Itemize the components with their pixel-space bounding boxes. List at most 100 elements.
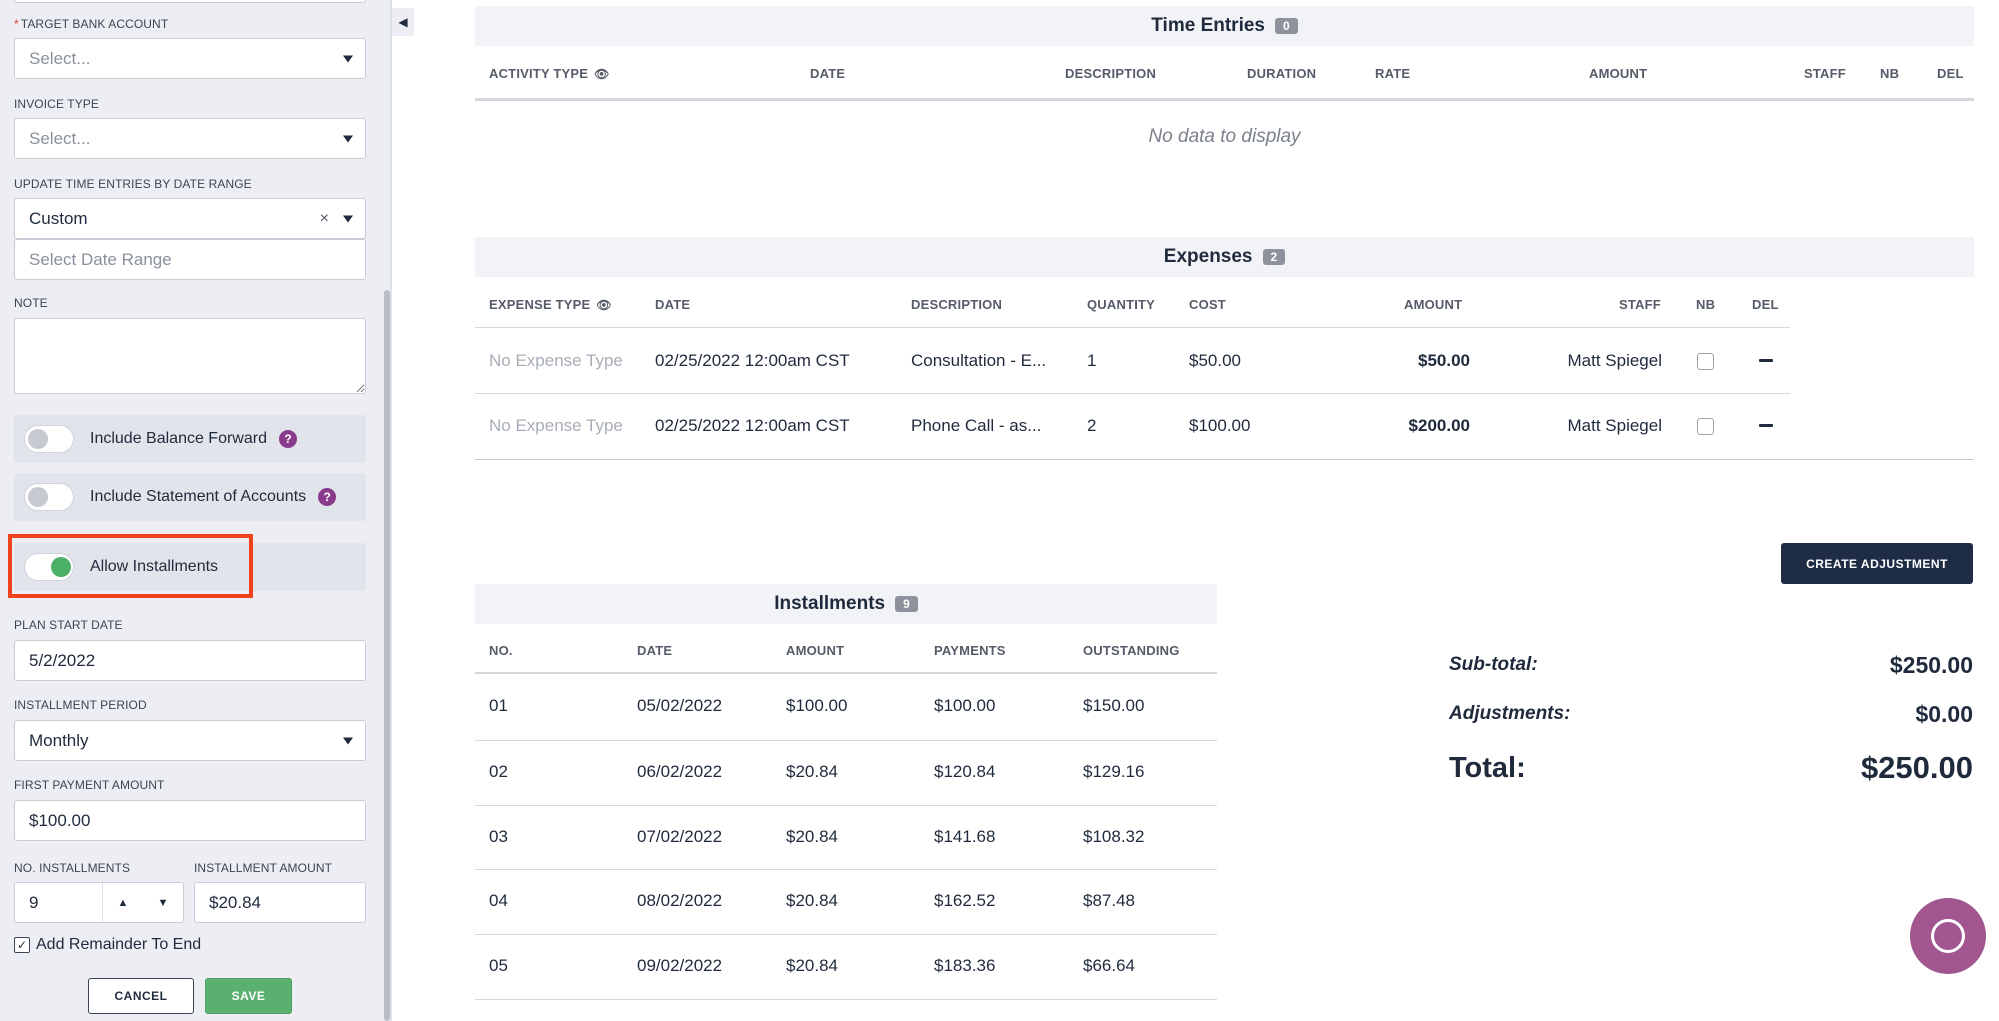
divider <box>475 999 1217 1000</box>
divider <box>475 98 1974 101</box>
installment-outstanding: $87.48 <box>1083 891 1135 910</box>
target-bank-account-select[interactable]: Select... <box>14 38 366 79</box>
plan-start-date-value: 5/2/2022 <box>29 650 96 670</box>
installment-date: 07/02/2022 <box>637 827 723 846</box>
save-button[interactable]: SAVE <box>205 978 292 1014</box>
time-entries-col-description[interactable]: DESCRIPTION <box>1065 66 1157 81</box>
expense-quantity: 1 <box>1087 351 1097 370</box>
time-entries-col-nb[interactable]: NB <box>1880 66 1900 81</box>
time-entries-col-amount[interactable]: AMOUNT <box>1589 66 1648 81</box>
statement-of-accounts-toggle[interactable] <box>24 483 74 511</box>
create-adjustment-button[interactable]: CREATE ADJUSTMENT <box>1781 543 1973 584</box>
note-label: NOTE <box>14 296 48 310</box>
clear-icon[interactable]: × <box>319 209 329 227</box>
first-payment-amount-input[interactable]: $100.00 <box>14 800 366 841</box>
expenses-col-quantity[interactable]: QUANTITY <box>1087 297 1156 312</box>
chat-support-button[interactable] <box>1910 898 1986 974</box>
cancel-button[interactable]: CANCEL <box>88 978 194 1014</box>
delete-icon[interactable] <box>1759 424 1773 427</box>
installment-payments: $141.68 <box>934 827 996 846</box>
decrement-icon[interactable]: ▼ <box>157 896 169 909</box>
date-range-type-select[interactable]: Custom × <box>14 198 366 239</box>
no-installments-stepper[interactable]: 9 ▲ ▼ <box>14 882 184 923</box>
expense-staff: Matt Spiegel <box>1567 416 1663 435</box>
divider <box>475 805 1217 806</box>
expense-description: Phone Call - as... <box>911 416 1042 435</box>
installments-col-amount: AMOUNT <box>786 643 845 658</box>
add-remainder-label: Add Remainder To End <box>36 936 202 953</box>
allow-installments-row: Allow Installments <box>14 543 366 591</box>
add-remainder-checkbox[interactable]: ✓ <box>14 937 30 953</box>
balance-forward-toggle[interactable] <box>24 425 74 453</box>
eye-icon[interactable]: 👁 <box>594 67 610 81</box>
installment-outstanding: $66.64 <box>1083 956 1135 975</box>
expenses-col-del[interactable]: DEL <box>1752 297 1779 312</box>
expenses-col-date[interactable]: DATE <box>655 297 691 312</box>
divider <box>475 672 1217 674</box>
previous-field-bottom[interactable] <box>14 0 366 3</box>
sidebar-scrollbar[interactable] <box>384 290 390 1021</box>
nb-checkbox[interactable] <box>1697 353 1714 370</box>
installment-outstanding: $108.32 <box>1083 827 1145 846</box>
invoice-type-label: INVOICE TYPE <box>14 97 100 111</box>
installments-col-outstanding: OUTSTANDING <box>1083 643 1180 658</box>
expense-date: 02/25/2022 12:00am CST <box>655 416 850 435</box>
expense-quantity: 2 <box>1087 416 1097 435</box>
time-entries-empty-text: No data to display <box>1148 126 1301 147</box>
expense-amount: $200.00 <box>1408 416 1470 435</box>
expenses-col-type[interactable]: EXPENSE TYPE 👁 <box>489 297 612 312</box>
expenses-title: Expenses <box>1163 246 1253 267</box>
installment-period-select[interactable]: Monthly <box>14 720 366 761</box>
expense-cost: $50.00 <box>1189 351 1241 370</box>
plan-start-date-label: PLAN START DATE <box>14 618 123 632</box>
expense-type: No Expense Type <box>489 416 623 435</box>
help-icon[interactable]: ? <box>278 430 297 448</box>
expense-description: Consultation - E... <box>911 351 1047 370</box>
installment-no: 05 <box>489 956 508 975</box>
expenses-col-staff[interactable]: STAFF <box>1619 297 1661 312</box>
balance-forward-label: Include Balance Forward <box>90 430 267 447</box>
installment-no: 04 <box>489 891 508 910</box>
total-value: $250.00 <box>1860 750 1973 785</box>
expenses-col-cost[interactable]: COST <box>1189 297 1226 312</box>
delete-icon[interactable] <box>1759 359 1773 362</box>
target-bank-account-label: * TARGET BANK ACCOUNT <box>14 17 169 31</box>
installments-col-date: DATE <box>637 643 673 658</box>
installment-amount: $20.84 <box>786 827 838 846</box>
adjustments-value: $0.00 <box>1915 701 1973 727</box>
first-payment-amount-value: $100.00 <box>29 810 91 830</box>
nb-checkbox[interactable] <box>1697 418 1714 435</box>
invoice-type-select[interactable]: Select... <box>14 118 366 159</box>
time-entries-col-activity-type[interactable]: ACTIVITY TYPE 👁 <box>489 66 610 81</box>
no-installments-label: NO. INSTALLMENTS <box>14 861 131 875</box>
allow-installments-toggle[interactable] <box>24 553 74 581</box>
expense-type: No Expense Type <box>489 351 623 370</box>
eye-icon[interactable]: 👁 <box>596 298 612 312</box>
expenses-col-description[interactable]: DESCRIPTION <box>911 297 1003 312</box>
time-entries-col-rate[interactable]: RATE <box>1375 66 1411 81</box>
chevron-down-icon <box>343 215 353 222</box>
help-icon[interactable]: ? <box>318 488 337 506</box>
expenses-col-amount[interactable]: AMOUNT <box>1404 297 1463 312</box>
installment-period-label: INSTALLMENT PERIOD <box>14 698 147 712</box>
increment-icon[interactable]: ▲ <box>117 896 129 909</box>
no-installments-value[interactable]: 9 <box>15 883 103 922</box>
time-entries-col-duration[interactable]: DURATION <box>1247 66 1317 81</box>
installment-amount-input[interactable]: $20.84 <box>194 882 366 923</box>
date-range-placeholder: Select Date Range <box>29 249 172 269</box>
expenses-col-nb[interactable]: NB <box>1696 297 1716 312</box>
target-bank-account-placeholder: Select... <box>29 48 91 68</box>
installment-payments: $162.52 <box>934 891 996 910</box>
time-entries-col-staff[interactable]: STAFF <box>1804 66 1846 81</box>
installment-date: 06/02/2022 <box>637 762 723 781</box>
time-entries-count-badge: 0 <box>1275 18 1298 34</box>
divider <box>475 327 1790 328</box>
expense-amount: $50.00 <box>1418 351 1470 370</box>
note-textarea[interactable] <box>14 318 366 394</box>
time-entries-header: Time Entries 0 <box>475 6 1974 46</box>
date-range-input[interactable]: Select Date Range <box>14 239 366 280</box>
time-entries-col-del[interactable]: DEL <box>1937 66 1964 81</box>
collapse-sidebar-icon[interactable]: ◀ <box>392 8 414 36</box>
plan-start-date-input[interactable]: 5/2/2022 <box>14 640 366 681</box>
time-entries-col-date[interactable]: DATE <box>810 66 846 81</box>
